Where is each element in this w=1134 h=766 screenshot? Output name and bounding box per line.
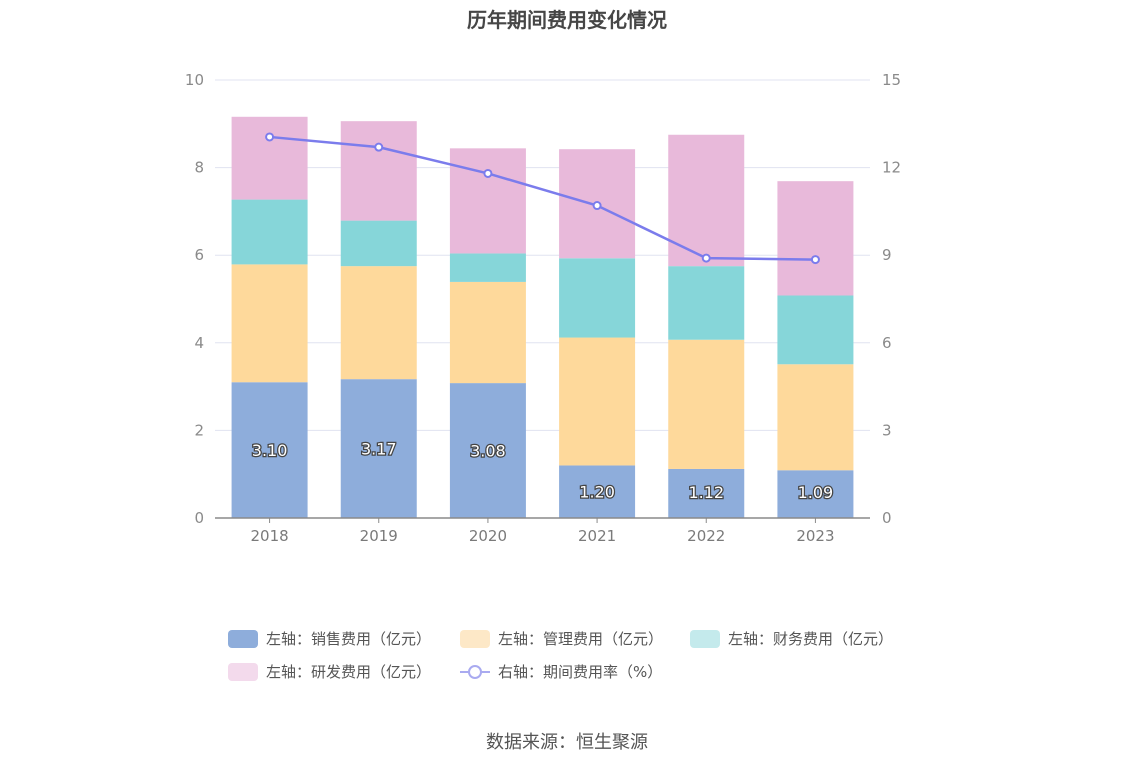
bar-segment xyxy=(340,379,417,518)
line-point xyxy=(483,168,493,178)
bar-segment xyxy=(559,465,636,518)
data-label: 1.09 xyxy=(798,483,834,502)
y-right-tick-label: 9 xyxy=(882,246,892,264)
data-label: 3.17 xyxy=(361,440,397,459)
bar-segment xyxy=(559,258,636,338)
source-note: 数据来源：恒生聚源 xyxy=(486,732,648,753)
bar-segment xyxy=(340,220,417,267)
bar-segment xyxy=(231,264,308,383)
bar-segment xyxy=(777,364,854,471)
bar-segment xyxy=(668,339,745,469)
line-point xyxy=(592,201,602,211)
y-right-tick-label: 15 xyxy=(882,71,901,89)
bar-segment xyxy=(340,266,417,380)
bar-segment xyxy=(449,148,526,254)
chart-title: 历年期间费用变化情况 xyxy=(467,8,667,32)
legend-label: 右轴：期间费用率（%） xyxy=(498,663,663,681)
bar-segment xyxy=(231,199,308,265)
line-point xyxy=(374,142,384,152)
y-left-tick-label: 2 xyxy=(194,421,204,439)
legend-swatch-icon xyxy=(460,629,490,648)
legend-item[interactable]: 右轴：期间费用率（%） xyxy=(460,661,662,682)
legend-item[interactable]: 左轴：研发费用（亿元） xyxy=(228,661,431,682)
x-tick-label: 2023 xyxy=(796,527,834,545)
y-right-tick-label: 0 xyxy=(882,509,892,527)
legend-swatch-icon xyxy=(228,662,258,681)
y-left-tick-label: 0 xyxy=(194,509,204,527)
y-right-tick-label: 12 xyxy=(882,159,901,177)
x-tick-label: 2018 xyxy=(250,527,288,545)
bar-segment xyxy=(668,468,745,518)
bar-segment xyxy=(777,181,854,296)
y-right-tick-label: 3 xyxy=(882,421,892,439)
legend-line-marker-icon xyxy=(460,663,490,681)
bar-segment xyxy=(777,295,854,365)
x-tick-label: 2022 xyxy=(687,527,725,545)
x-tick-label: 2021 xyxy=(578,527,616,545)
legend-label: 左轴：管理费用（亿元） xyxy=(498,630,664,648)
bar-segment xyxy=(449,253,526,282)
data-label: 1.12 xyxy=(688,483,724,502)
x-tick-label: 2020 xyxy=(469,527,507,545)
bar-segment xyxy=(668,134,745,267)
data-label: 3.08 xyxy=(470,442,506,461)
data-label: 3.10 xyxy=(252,441,288,460)
bar-segment xyxy=(340,121,417,221)
line-point xyxy=(701,253,711,263)
legend-item[interactable]: 左轴：销售费用（亿元） xyxy=(228,628,431,649)
y-left-tick-label: 10 xyxy=(185,71,204,89)
bar-segment xyxy=(231,116,308,200)
line-point xyxy=(810,255,820,265)
chart-svg: 0 2 4 6 8 10 0 3 6 9 12 15 2018 2019 2020 2021 2022 2023 3… xyxy=(185,71,901,545)
legend-swatch-icon xyxy=(690,629,720,648)
x-tick-label: 2019 xyxy=(360,527,398,545)
line-series-rate xyxy=(269,135,816,261)
bar-segment xyxy=(231,382,308,518)
y-left-tick-label: 8 xyxy=(194,159,204,177)
bar-segment xyxy=(449,383,526,518)
line-point xyxy=(265,132,275,142)
bar-segment xyxy=(777,470,854,518)
legend-label: 左轴：销售费用（亿元） xyxy=(266,630,432,648)
legend-item[interactable]: 左轴：财务费用（亿元） xyxy=(690,628,893,649)
legend-swatch-icon xyxy=(228,629,258,648)
bar-segment xyxy=(449,281,526,384)
bar-segment xyxy=(668,266,745,340)
legend-label: 左轴：财务费用（亿元） xyxy=(728,630,894,648)
bar-segment xyxy=(559,337,636,466)
y-left-tick-label: 6 xyxy=(194,246,204,264)
data-label: 1.20 xyxy=(579,483,615,502)
legend-item[interactable]: 左轴：管理费用（亿元） xyxy=(460,628,663,649)
y-right-tick-label: 6 xyxy=(882,334,892,352)
legend-label: 左轴：研发费用（亿元） xyxy=(266,663,432,681)
y-left-tick-label: 4 xyxy=(194,334,204,352)
